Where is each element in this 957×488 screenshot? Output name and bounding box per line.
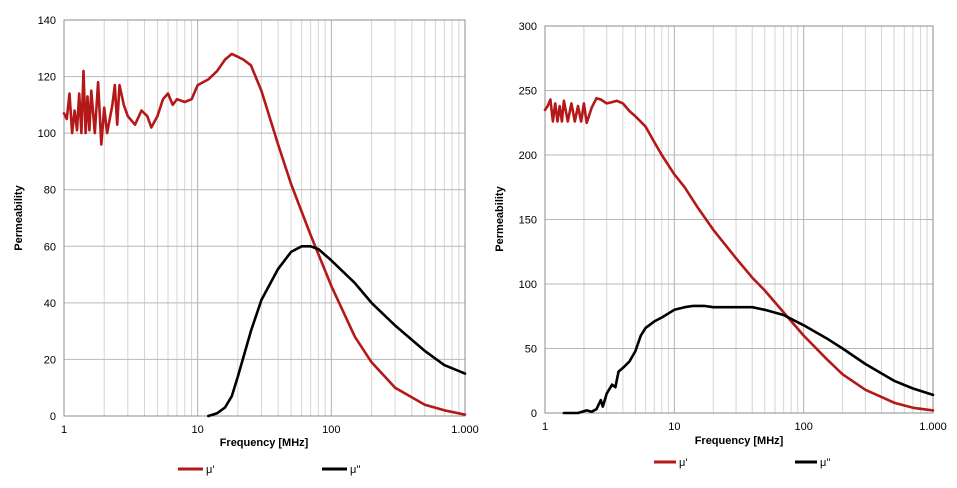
chart-right-plot-frame: [544, 25, 934, 414]
chart-left: 0 20 40 60 80 100 120 140 1 10 100 1.000 Frequency …: [13, 15, 479, 476]
chart-left-series-mu-prime: [62, 52, 467, 416]
chart-left-ytick-label: 80: [44, 185, 56, 197]
chart-right-ytick-label: 300: [519, 21, 537, 33]
chart-left-series: [62, 52, 467, 418]
chart-right-legend-mu-prime: μ': [679, 457, 687, 469]
chart-left-legend-mu-double-prime: μ'': [350, 464, 361, 476]
chart-right-ytick-label: 150: [519, 215, 537, 227]
chart-right-grid: [545, 26, 933, 413]
chart-left-legend: μ' μ'': [178, 464, 361, 476]
chart-left-ylabel: Permeability: [13, 184, 25, 250]
chart-left-ytick-label: 120: [38, 72, 56, 84]
chart-left-ticks: 0 20 40 60 80 100 120 140 1 10 100 1.000: [38, 15, 479, 436]
chart-right-xlabel: Frequency [MHz]: [695, 435, 784, 447]
chart-right-series-mu-prime: [543, 96, 935, 412]
chart-left-plot-frame: [63, 19, 466, 417]
chart-right-ytick-label: 200: [519, 150, 537, 162]
chart-right-ytick-label: 50: [525, 344, 537, 356]
chart-left-xtick-label: 10: [192, 424, 204, 436]
chart-right-series: [543, 96, 935, 415]
chart-left-grid: [64, 20, 465, 416]
chart-left-xlabel: Frequency [MHz]: [220, 437, 309, 449]
chart-right-ytick-label: 250: [519, 86, 537, 98]
chart-left-ytick-label: 40: [44, 298, 56, 310]
chart-right-xtick-label: 1.000: [919, 421, 947, 433]
chart-left-xtick-label: 1.000: [451, 424, 479, 436]
chart-left-xtick-label: 100: [322, 424, 340, 436]
chart-left-ytick-label: 100: [38, 128, 56, 140]
chart-left-series-mu-double-prime: [207, 245, 467, 418]
chart-right-ylabel: Permeability: [494, 185, 506, 251]
chart-left-legend-mu-prime: μ': [206, 464, 214, 476]
chart-right-xtick-label: 100: [794, 421, 812, 433]
chart-right-xtick-label: 10: [668, 421, 680, 433]
chart-left-xtick-label: 1: [61, 424, 67, 436]
chart-left-ytick-label: 140: [38, 15, 56, 27]
chart-right-ticks: 0 50 100 150 200 250 300 1 10 100 1.000: [519, 21, 947, 433]
chart-right-xtick-label: 1: [542, 421, 548, 433]
chart-right-ytick-label: 0: [531, 408, 537, 420]
chart-right-ytick-label: 100: [519, 279, 537, 291]
chart-right-legend: μ' μ'': [654, 457, 831, 469]
chart-left-ytick-label: 60: [44, 241, 56, 253]
chart-left-ytick-label: 20: [44, 354, 56, 366]
chart-right-legend-mu-double-prime: μ'': [820, 457, 831, 469]
chart-right-series-mu-double-prime: [562, 304, 935, 415]
chart-right: 0 50 100 150 200 250 300 1 10 100 1.000 Frequency …: [494, 21, 947, 469]
chart-left-ytick-label: 0: [50, 411, 56, 423]
